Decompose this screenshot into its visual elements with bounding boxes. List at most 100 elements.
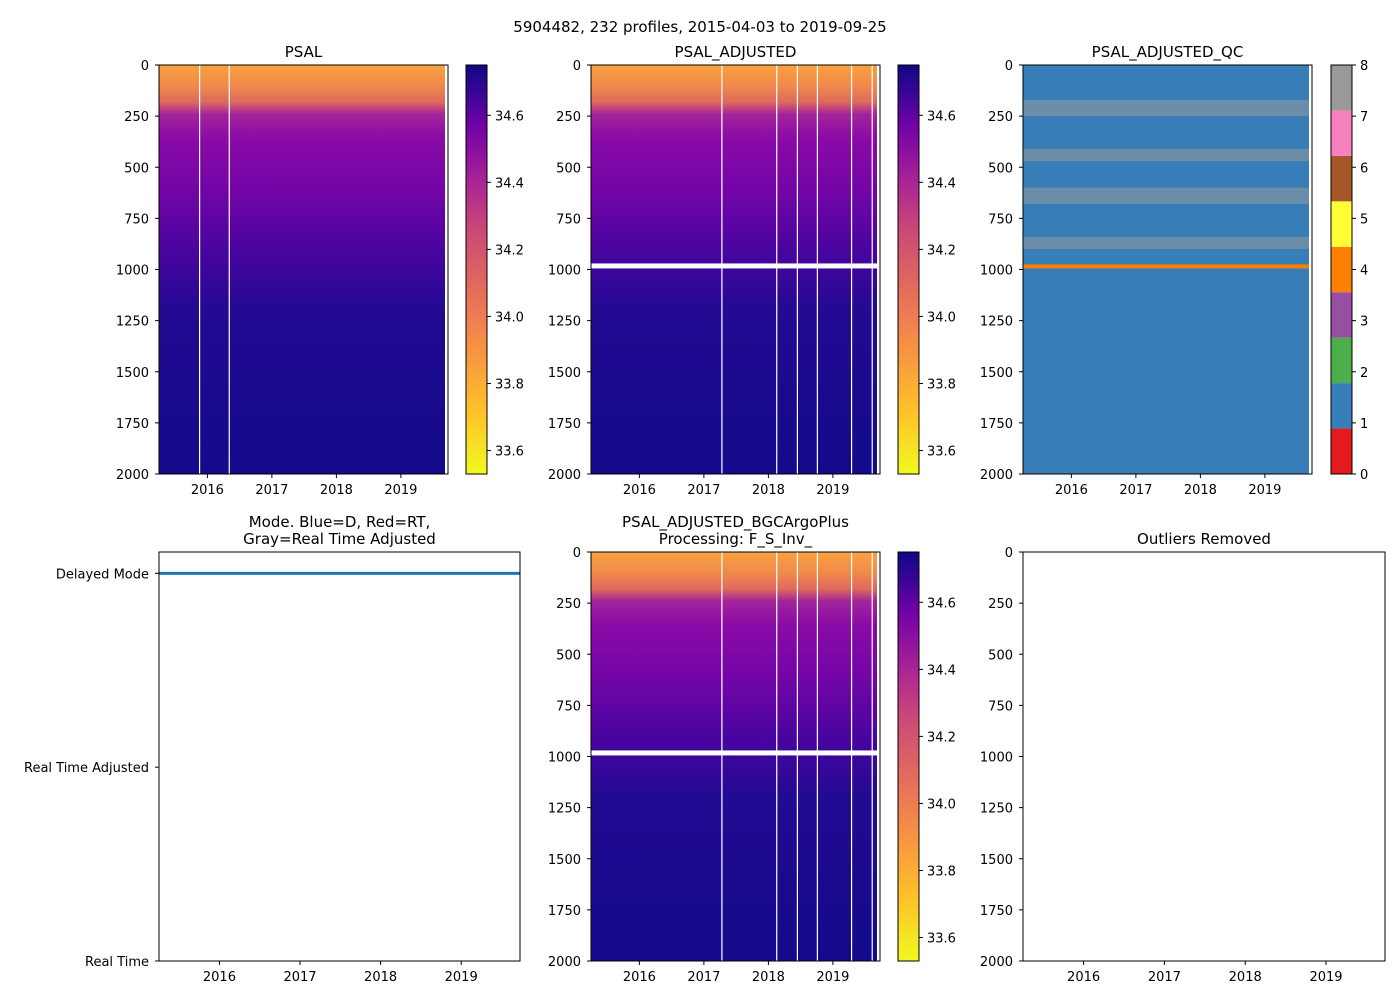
y-tick-label: 0 bbox=[1005, 546, 1013, 561]
x-tick-label: 2018 bbox=[364, 970, 397, 985]
x-tick-label: 2016 bbox=[1055, 483, 1088, 498]
colorbar-tick-label: 2 bbox=[1360, 366, 1368, 381]
colorbar: 33.6 33.8 34.0 34.2 34.4 34.6 bbox=[465, 64, 524, 475]
y-tick-label: 1250 bbox=[548, 802, 581, 817]
panel-psal_adjusted: PSAL_ADJUSTED 2016 2017 2018 2019 0 250 500 750 1… bbox=[548, 43, 956, 498]
qc-band-8 bbox=[1023, 148, 1309, 162]
x-tick-label: 2017 bbox=[255, 483, 288, 498]
heatmap-field bbox=[591, 65, 880, 474]
colorbar-tick-label: 33.8 bbox=[927, 864, 956, 879]
qc-band-8 bbox=[1023, 99, 1309, 117]
panel-title: PSAL_ADJUSTED_BGCArgoPlus bbox=[622, 513, 849, 532]
colorbar-tick-label: 34.0 bbox=[495, 310, 524, 325]
panel-outliers: Outliers Removed 2016 2017 2018 2019 0 250 500 7… bbox=[980, 530, 1386, 985]
y-tick-label: 2000 bbox=[548, 468, 581, 483]
qc-band-4 bbox=[1023, 264, 1309, 269]
qc-field bbox=[1023, 65, 1312, 474]
colorbar-tick-label: 8 bbox=[1360, 59, 1368, 74]
colorbar-tick-label: 4 bbox=[1360, 264, 1368, 279]
missing-profile-column bbox=[871, 552, 873, 961]
missing-data-band bbox=[591, 750, 880, 756]
y-tick-label: Real Time Adjusted bbox=[24, 761, 149, 776]
y-tick-label: 1000 bbox=[116, 264, 149, 279]
colorbar-tick-label: 34.6 bbox=[495, 109, 524, 124]
x-tick-label: 2017 bbox=[1148, 970, 1181, 985]
x-tick-label: 2019 bbox=[816, 970, 849, 985]
x-tick-label: 2017 bbox=[687, 483, 720, 498]
missing-profile-column bbox=[877, 552, 880, 961]
missing-profile-column bbox=[198, 65, 201, 474]
x-tick-label: 2019 bbox=[1309, 970, 1342, 985]
missing-profile-column bbox=[776, 552, 778, 961]
y-tick-label: 250 bbox=[556, 110, 581, 125]
y-tick-label: 750 bbox=[124, 212, 149, 227]
missing-profile-column bbox=[850, 65, 853, 474]
colorbar-tick-label: 1 bbox=[1360, 417, 1368, 432]
y-tick-label: 1500 bbox=[116, 366, 149, 381]
colorbar: 0 1 2 3 4 5 6 7 8 bbox=[1330, 59, 1368, 483]
qc-band-8 bbox=[1023, 236, 1309, 250]
y-tick-label: 500 bbox=[556, 648, 581, 663]
x-tick-label: 2018 bbox=[752, 970, 785, 985]
colorbar-swatch-qc-2 bbox=[1331, 337, 1352, 384]
panel-mode: Mode. Blue=D, Red=RT,Gray=Real Time Adju… bbox=[24, 513, 521, 985]
x-tick-label: 2019 bbox=[1248, 483, 1281, 498]
colorbar-tick-label: 34.4 bbox=[495, 176, 524, 191]
x-tick-label: 2016 bbox=[623, 970, 656, 985]
y-tick-label: 1500 bbox=[980, 366, 1013, 381]
qc-band-8 bbox=[1023, 187, 1309, 205]
colorbar-frame bbox=[897, 64, 920, 475]
y-tick-label: 250 bbox=[988, 597, 1013, 612]
colorbar-gradient bbox=[466, 65, 487, 474]
y-tick-label: 1000 bbox=[980, 751, 1013, 766]
x-tick-label: 2017 bbox=[283, 970, 316, 985]
colorbar-tick-label: 34.4 bbox=[927, 176, 956, 191]
colorbar-gradient bbox=[898, 552, 919, 961]
colorbar-gradient bbox=[898, 65, 919, 474]
missing-profile-column bbox=[721, 552, 723, 961]
figure-suptitle: 5904482, 232 profiles, 2015-04-03 to 201… bbox=[513, 18, 886, 36]
panel-title: Outliers Removed bbox=[1137, 530, 1271, 548]
missing-data-band bbox=[591, 263, 880, 269]
y-tick-label: 1250 bbox=[116, 315, 149, 330]
y-tick-label: 750 bbox=[556, 699, 581, 714]
y-tick-label: 0 bbox=[573, 546, 581, 561]
colorbar-tick-label: 0 bbox=[1360, 468, 1368, 483]
colorbar-tick-label: 7 bbox=[1360, 110, 1368, 125]
missing-profile-column bbox=[445, 65, 448, 474]
colorbar-tick-label: 34.4 bbox=[927, 663, 956, 678]
x-tick-label: 2016 bbox=[1067, 970, 1100, 985]
missing-profile-column bbox=[816, 65, 818, 474]
y-tick-label: 750 bbox=[988, 699, 1013, 714]
y-tick-label: 1250 bbox=[980, 315, 1013, 330]
y-tick-label: 500 bbox=[988, 648, 1013, 663]
y-tick-label: Delayed Mode bbox=[56, 567, 149, 582]
y-tick-label: 1500 bbox=[980, 853, 1013, 868]
panel-title: PSAL_ADJUSTED bbox=[675, 43, 797, 62]
panel-title: PSAL_ADJUSTED_QC bbox=[1092, 43, 1244, 62]
colorbar-swatch-qc-0 bbox=[1331, 428, 1352, 474]
colorbar-swatch-qc-7 bbox=[1331, 110, 1352, 156]
colorbar-tick-label: 34.6 bbox=[927, 109, 956, 124]
x-tick-label: 2018 bbox=[752, 483, 785, 498]
x-tick-label: 2018 bbox=[320, 483, 353, 498]
missing-profile-column bbox=[877, 65, 880, 474]
x-tick-label: 2019 bbox=[445, 970, 478, 985]
colorbar-tick-label: 34.6 bbox=[927, 596, 956, 611]
y-tick-label: 1000 bbox=[548, 264, 581, 279]
colorbar-tick-label: 33.8 bbox=[495, 377, 524, 392]
missing-profile-column bbox=[796, 65, 798, 474]
axes-frame bbox=[158, 551, 521, 962]
y-tick-label: 250 bbox=[988, 110, 1013, 125]
y-tick-label: 1750 bbox=[116, 417, 149, 432]
y-tick-label: 0 bbox=[1005, 59, 1013, 74]
y-tick-label: 1750 bbox=[548, 417, 581, 432]
colorbar-tick-label: 34.2 bbox=[927, 243, 956, 258]
colorbar-tick-label: 34.0 bbox=[927, 310, 956, 325]
colorbar-tick-label: 3 bbox=[1360, 315, 1368, 330]
x-tick-label: 2017 bbox=[1119, 483, 1152, 498]
colorbar-tick-label: 33.6 bbox=[495, 445, 524, 460]
y-tick-label: 1250 bbox=[548, 315, 581, 330]
